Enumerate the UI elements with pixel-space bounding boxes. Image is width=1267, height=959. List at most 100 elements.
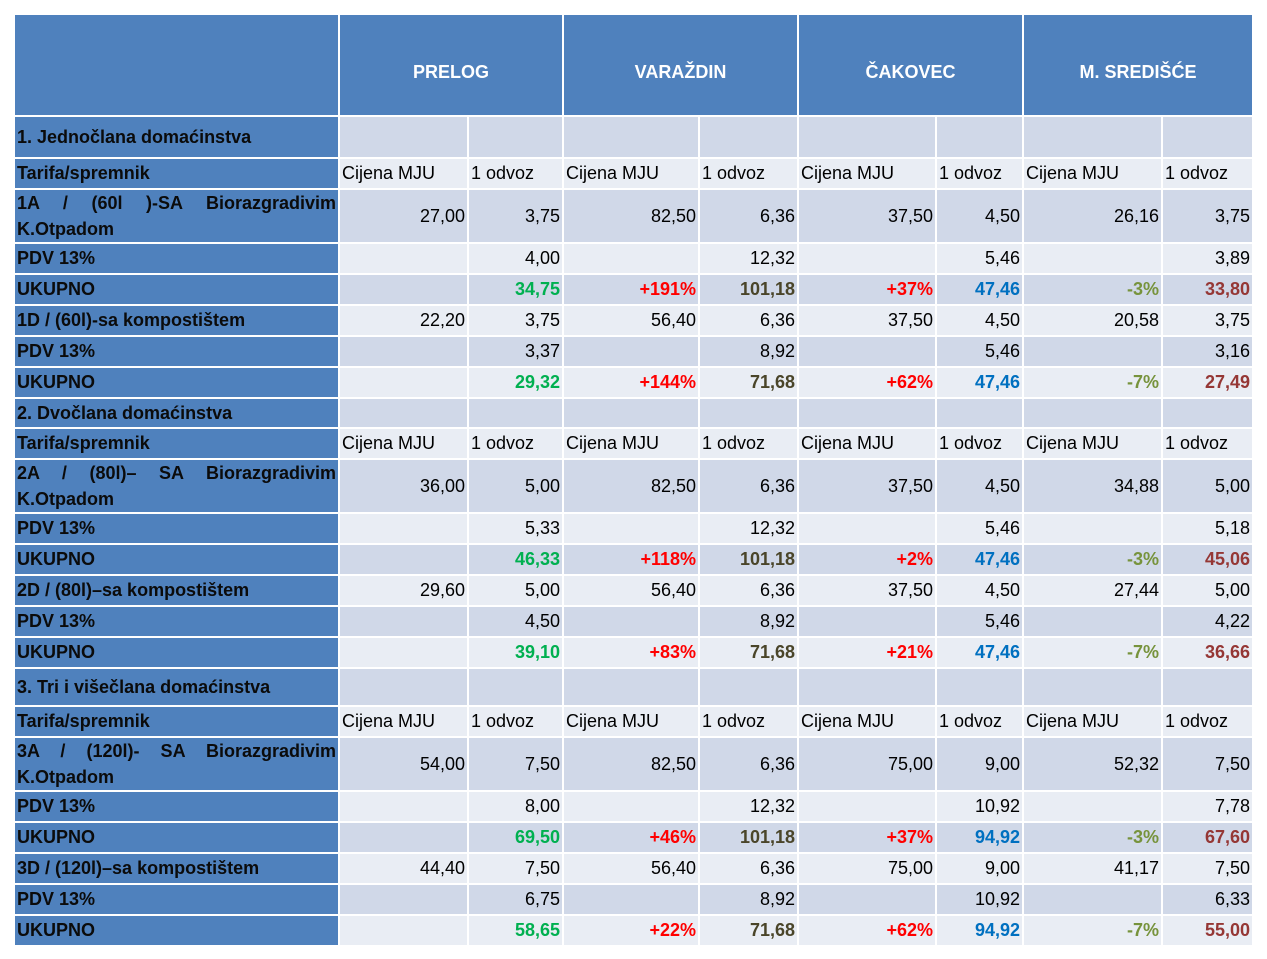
column-subheader: Cijena MJU [1022, 427, 1163, 460]
row-label: 1D / (60l)-sa kompostištem [13, 304, 340, 337]
total-cell: 47,46 [935, 366, 1024, 399]
value-cell [562, 335, 700, 368]
value-cell: 52,32 [1022, 736, 1163, 792]
row-label: PDV 13% [13, 242, 340, 275]
section-title: 2. Dvočlana domaćinstva [13, 397, 340, 429]
price-comparison-table: PRELOG VARAŽDIN ČAKOVEC M. SREDIŠĆE 1. J… [13, 13, 1254, 947]
total-cell: 34,75 [467, 273, 564, 306]
column-subheader: 1 odvoz [935, 705, 1024, 738]
percent-diff-cell: +118% [562, 543, 700, 576]
value-cell [1022, 790, 1163, 823]
percent-diff-cell: +62% [797, 366, 937, 399]
total-cell: 101,18 [698, 273, 799, 306]
value-cell: 6,75 [467, 883, 564, 916]
value-cell: 5,46 [935, 605, 1024, 638]
row-label: 3D / (120l)–sa kompostištem [13, 852, 340, 885]
empty-cell [797, 115, 937, 159]
total-row: UKUPNO 34,75 +191% 101,18 +37% 47,46 -3% 33,80 [13, 273, 1254, 306]
header-row: PRELOG VARAŽDIN ČAKOVEC M. SREDIŠĆE [13, 13, 1254, 117]
value-cell: 5,18 [1161, 512, 1254, 545]
column-subheader: 1 odvoz [698, 157, 799, 190]
value-cell: 4,50 [467, 605, 564, 638]
value-cell: 82,50 [562, 458, 700, 514]
value-cell [1022, 883, 1163, 916]
item-row: 3D / (120l)–sa kompostištem 44,40 7,50 56,4… [13, 852, 1254, 885]
percent-diff-cell [338, 366, 469, 399]
column-subheader: Cijena MJU [797, 157, 937, 190]
value-cell: 27,44 [1022, 574, 1163, 607]
item-row: 2A / (80l)– SA Biorazgradivim K.Otpadom 3… [13, 458, 1254, 514]
row-label: PDV 13% [13, 790, 340, 823]
item-row: 2D / (80l)–sa kompostištem 29,60 5,00 56,40… [13, 574, 1254, 607]
tarifa-row: Tarifa/spremnik Cijena MJU 1 odvoz Cijena M… [13, 705, 1254, 738]
value-cell [1022, 335, 1163, 368]
item-row: 1A / (60l )-SA Biorazgradivim K.Otpadom 2… [13, 188, 1254, 244]
header-corner [13, 13, 340, 117]
value-cell: 44,40 [338, 852, 469, 885]
total-cell: 27,49 [1161, 366, 1254, 399]
value-cell: 3,16 [1161, 335, 1254, 368]
value-cell: 41,17 [1022, 852, 1163, 885]
empty-cell [1022, 667, 1163, 707]
total-cell: 94,92 [935, 914, 1024, 947]
value-cell: 12,32 [698, 242, 799, 275]
empty-cell [698, 397, 799, 429]
value-cell: 3,75 [1161, 188, 1254, 244]
value-cell: 37,50 [797, 458, 937, 514]
row-label: 2D / (80l)–sa kompostištem [13, 574, 340, 607]
value-cell: 34,88 [1022, 458, 1163, 514]
column-subheader: 1 odvoz [467, 427, 564, 460]
row-label: UKUPNO [13, 543, 340, 576]
header-city: M. SREDIŠĆE [1022, 13, 1254, 117]
value-cell: 4,50 [935, 188, 1024, 244]
value-cell: 8,92 [698, 883, 799, 916]
column-subheader: Cijena MJU [797, 427, 937, 460]
total-cell: 47,46 [935, 273, 1024, 306]
percent-diff-cell: +2% [797, 543, 937, 576]
value-cell [338, 335, 469, 368]
header-city: PRELOG [338, 13, 564, 117]
value-cell: 3,75 [467, 188, 564, 244]
column-subheader: 1 odvoz [698, 427, 799, 460]
total-cell: 69,50 [467, 821, 564, 854]
pdv-row: PDV 13% 5,33 12,32 5,46 5,18 [13, 512, 1254, 545]
empty-cell [797, 667, 937, 707]
value-cell: 7,50 [1161, 736, 1254, 792]
value-cell [1022, 512, 1163, 545]
pdv-row: PDV 13% 8,00 12,32 10,92 7,78 [13, 790, 1254, 823]
percent-diff-cell: +144% [562, 366, 700, 399]
column-subheader: 1 odvoz [467, 705, 564, 738]
tarifa-label: Tarifa/spremnik [13, 705, 340, 738]
percent-diff-cell [338, 636, 469, 669]
value-cell: 6,36 [698, 304, 799, 337]
section-row: 3. Tri i višečlana domaćinstva [13, 667, 1254, 707]
value-cell: 6,36 [698, 458, 799, 514]
value-cell: 82,50 [562, 736, 700, 792]
value-cell: 6,33 [1161, 883, 1254, 916]
value-cell: 75,00 [797, 736, 937, 792]
empty-cell [467, 115, 564, 159]
item-row: 3A / (120l)- SA Biorazgradivim K.Otpadom… [13, 736, 1254, 792]
row-label: UKUPNO [13, 636, 340, 669]
value-cell: 36,00 [338, 458, 469, 514]
value-cell [797, 242, 937, 275]
empty-cell [935, 667, 1024, 707]
value-cell: 7,78 [1161, 790, 1254, 823]
column-subheader: Cijena MJU [338, 705, 469, 738]
total-cell: 71,68 [698, 366, 799, 399]
value-cell [797, 883, 937, 916]
total-cell: 71,68 [698, 914, 799, 947]
tarifa-row: Tarifa/spremnik Cijena MJU 1 odvoz Cijena M… [13, 427, 1254, 460]
empty-cell [562, 397, 700, 429]
row-label: PDV 13% [13, 512, 340, 545]
percent-diff-cell [338, 273, 469, 306]
row-label: 2A / (80l)– SA Biorazgradivim K.Otpadom [13, 458, 340, 514]
value-cell: 20,58 [1022, 304, 1163, 337]
row-label: PDV 13% [13, 605, 340, 638]
percent-diff-cell: +22% [562, 914, 700, 947]
value-cell: 4,50 [935, 304, 1024, 337]
value-cell: 12,32 [698, 790, 799, 823]
total-cell: 55,00 [1161, 914, 1254, 947]
column-subheader: 1 odvoz [1161, 705, 1254, 738]
value-cell: 4,50 [935, 458, 1024, 514]
